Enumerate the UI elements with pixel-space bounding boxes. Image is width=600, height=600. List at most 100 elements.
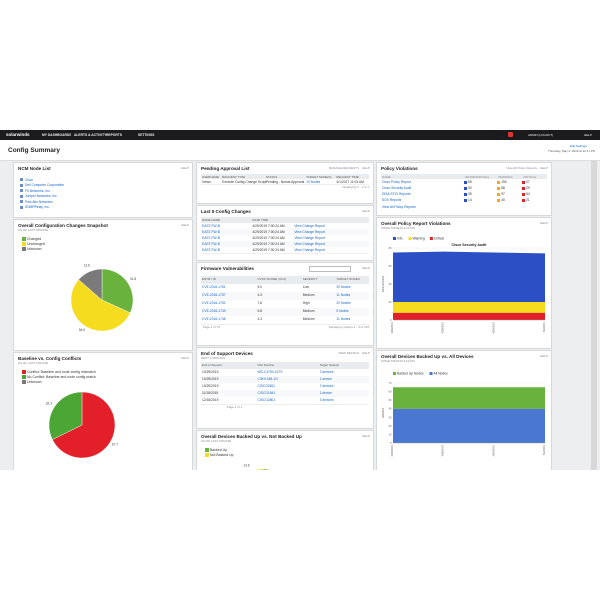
cell[interactable]: C3KX-NM-1G xyxy=(257,376,278,381)
cell: 4/29/2019 7:00:24 AM xyxy=(252,247,285,252)
nav-user[interactable]: ADMIN (LOGOUT) xyxy=(528,133,554,137)
node-name[interactable]: Cisco xyxy=(25,177,34,182)
cell: 11/18/2019 xyxy=(202,390,219,395)
panel-link[interactable]: VIEW DETAILS xyxy=(338,351,359,355)
cell: 30 xyxy=(468,186,472,190)
cell[interactable]: 29 Nodes xyxy=(336,284,351,289)
node-name[interactable]: Dell Computer Corporation xyxy=(25,183,65,187)
legend-label: No Conflict: Baseline and node config ma… xyxy=(27,374,96,379)
cell[interactable]: 20 Nodes xyxy=(336,300,351,305)
nav-item[interactable]: SETTINGS xyxy=(138,133,155,137)
column-header: ENTRY ID xyxy=(202,277,216,281)
view-all[interactable]: View All Policy Reports xyxy=(382,205,416,209)
cell[interactable]: View Change Report xyxy=(294,241,325,246)
cell[interactable]: Cisco Policy Report xyxy=(382,180,411,184)
y-tick-label: 60 xyxy=(389,390,392,394)
help-link[interactable]: HELP xyxy=(362,266,370,270)
cell[interactable]: CVE-2016-1749 xyxy=(202,308,226,313)
cell: 21 xyxy=(526,198,530,202)
help-link[interactable]: HELP xyxy=(540,166,548,170)
cell[interactable]: EAST-FW-B xyxy=(202,223,220,228)
cell: Low xyxy=(302,284,309,289)
cell[interactable]: 3 devices xyxy=(319,397,334,402)
cell[interactable]: EAST-FW-B xyxy=(202,241,220,246)
cell[interactable]: CVE-2016-1752 xyxy=(202,300,226,305)
severity-icon xyxy=(464,193,467,196)
nav-item[interactable]: REPORTS xyxy=(106,133,122,137)
cell[interactable]: CISCO1841 xyxy=(257,390,276,395)
search-box[interactable] xyxy=(309,266,351,272)
cell[interactable]: WS-C3750-24TS xyxy=(257,369,283,374)
legend-swatch xyxy=(22,375,26,379)
cell[interactable]: 3 devices xyxy=(319,369,334,374)
slice-label: 32.3 xyxy=(46,401,52,405)
help-link[interactable]: HELP xyxy=(362,166,370,170)
node-name[interactable]: SNMPRelay, Inc. xyxy=(25,205,50,209)
cell[interactable]: 1 device xyxy=(319,390,332,395)
nav-help[interactable]: HELP xyxy=(584,133,592,137)
pager[interactable]: Page 1 of 4 xyxy=(227,405,243,409)
x-tick-label: 4/30/2019 xyxy=(491,444,495,456)
cell[interactable]: CISCO2801 xyxy=(257,397,276,402)
header-bar xyxy=(0,140,600,161)
node-name[interactable]: F5 Networks, Inc. xyxy=(25,188,51,193)
cell[interactable]: 1 device xyxy=(319,376,332,381)
cell[interactable]: 10 Nodes xyxy=(306,179,321,184)
cell[interactable]: 5 Nodes xyxy=(336,308,349,313)
cell[interactable]: DISA STIG Reports xyxy=(382,192,411,196)
help-link[interactable]: HELP xyxy=(362,351,370,355)
nav-item[interactable]: ALERTS & ACTIVITY xyxy=(74,133,107,137)
cell[interactable]: EAST-FW-B xyxy=(202,235,220,240)
node-name[interactable]: Juniper Networks, Inc. xyxy=(25,194,58,198)
x-tick-label: 5/2/2019 xyxy=(542,321,546,332)
pager[interactable]: Page 1 of 76 xyxy=(203,325,221,329)
help-link[interactable]: HELP xyxy=(362,209,370,213)
column-header: End of Support xyxy=(202,363,223,367)
nav-item[interactable]: MY DASHBOARDS xyxy=(42,133,72,137)
cell: Medium xyxy=(302,292,315,297)
y-tick-label: 0 xyxy=(390,441,392,445)
cell[interactable]: View Change Report xyxy=(294,235,325,240)
cell[interactable]: SOX Reports xyxy=(382,198,402,202)
cell[interactable]: EAST-FW-B xyxy=(202,229,220,234)
cell[interactable]: CVE-2016-1748 xyxy=(202,316,226,321)
cell[interactable]: 11 Nodes xyxy=(336,292,351,297)
cell[interactable]: EAST-FW-B xyxy=(202,247,220,252)
cell: 27 xyxy=(526,180,530,184)
edit-settings[interactable]: Edit Settings xyxy=(570,144,587,148)
help-link[interactable]: HELP xyxy=(540,354,548,358)
help-link[interactable]: HELP xyxy=(181,223,189,227)
x-tick-label: 4/26/2019 xyxy=(390,444,394,456)
cell[interactable]: View Change Report xyxy=(294,223,325,228)
panel-title: Overall Configuration Changes Snapshot xyxy=(18,223,108,228)
cell: 40 xyxy=(501,198,505,202)
cell[interactable]: CVE-2016-1761 xyxy=(202,284,226,289)
cell: 55 xyxy=(468,180,472,184)
cell[interactable]: View Change Report xyxy=(294,247,325,252)
panel-link[interactable]: MANAGE REQUESTS xyxy=(328,166,359,170)
panel-link[interactable]: View All Policy Reports xyxy=(506,166,537,170)
cell[interactable]: 11 Nodes xyxy=(336,316,351,321)
severity-icon xyxy=(522,181,525,184)
severity-icon xyxy=(464,187,467,190)
scrollbar xyxy=(591,160,597,470)
cell[interactable]: Cisco Security Audit xyxy=(382,186,412,190)
legend-swatch xyxy=(22,370,26,374)
help-link[interactable]: HELP xyxy=(181,356,189,360)
y-tick-label: 30 xyxy=(389,415,392,419)
cell[interactable]: 2 devices xyxy=(319,383,334,388)
help-link[interactable]: HELP xyxy=(362,434,370,438)
help-link[interactable]: HELP xyxy=(540,221,548,225)
help-link[interactable]: HELP xyxy=(181,166,189,170)
brand: solarwinds xyxy=(6,132,30,137)
cell[interactable]: CVE-2016-1757 xyxy=(202,292,226,297)
node-name[interactable]: Palo Alto Networks xyxy=(25,199,53,204)
cell[interactable]: CISCO2811 xyxy=(257,383,275,388)
column-header: Target Node(s) xyxy=(319,363,340,367)
y-tick-label: 50 xyxy=(389,398,392,402)
cell[interactable]: View Change Report xyxy=(294,229,325,234)
column-header: REQUEST TYPE xyxy=(222,175,246,179)
cell: Pending - Needs Approval xyxy=(265,179,305,184)
table-footer: Displaying 1 - 1 of 1 xyxy=(342,185,369,189)
